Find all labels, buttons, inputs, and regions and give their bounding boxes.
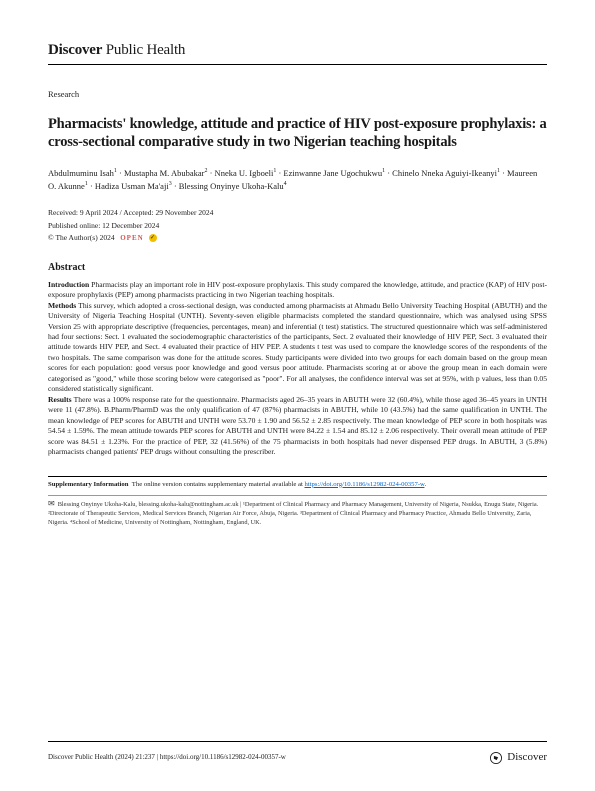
supplementary-info: Supplementary Information The online ver… [48, 481, 547, 490]
journal-name: Discover Public Health [48, 40, 547, 60]
intro-label: Introduction [48, 280, 89, 289]
supp-link[interactable]: https://doi.org/10.1186/s12982-024-00357… [305, 481, 425, 488]
envelope-icon: ✉ [48, 499, 55, 508]
footer-citation: Discover Public Health (2024) 21:237 | h… [48, 753, 489, 762]
affiliations-text: Blessing Onyinye Ukoha-Kalu, blessing.uk… [48, 501, 538, 525]
supp-label: Supplementary Information [48, 481, 128, 488]
intro-text: Pharmacists play an important role in HI… [48, 280, 547, 299]
copyright-text: © The Author(s) 2024 [48, 233, 115, 242]
results-label: Results [48, 395, 72, 404]
supplementary-rule [48, 476, 547, 477]
affiliation-rule [48, 495, 547, 496]
article-title: Pharmacists' knowledge, attitude and pra… [48, 115, 547, 151]
published-online: Published online: 12 December 2024 [48, 221, 547, 231]
journal-prefix: Discover [48, 42, 102, 58]
discover-logo-icon [489, 751, 503, 765]
affiliations: ✉Blessing Onyinye Ukoha-Kalu, blessing.u… [48, 499, 547, 527]
abstract-body: Introduction Pharmacists play an importa… [48, 280, 547, 458]
footer-brand-text: Discover [507, 750, 547, 765]
article-type: Research [48, 89, 547, 100]
methods-label: Methods [48, 301, 76, 310]
header-rule [48, 64, 547, 65]
copyright-line: © The Author(s) 2024 OPEN ✓ [48, 233, 547, 243]
results-text: There was a 100% response rate for the q… [48, 395, 547, 456]
authors-list: Abdulmuminu Isah1 · Mustapha M. Abubakar… [48, 167, 547, 193]
page-footer: Discover Public Health (2024) 21:237 | h… [48, 741, 547, 765]
check-updates-icon[interactable]: ✓ [149, 234, 157, 242]
open-access-badge: OPEN [120, 234, 143, 242]
methods-text: This survey, which adopted a cross-secti… [48, 301, 547, 394]
footer-brand: Discover [489, 750, 547, 765]
abstract-heading: Abstract [48, 261, 547, 275]
received-accepted: Received: 9 April 2024 / Accepted: 29 No… [48, 208, 547, 218]
journal-suffix: Public Health [102, 42, 185, 58]
supp-text: The online version contains supplementar… [132, 481, 305, 488]
